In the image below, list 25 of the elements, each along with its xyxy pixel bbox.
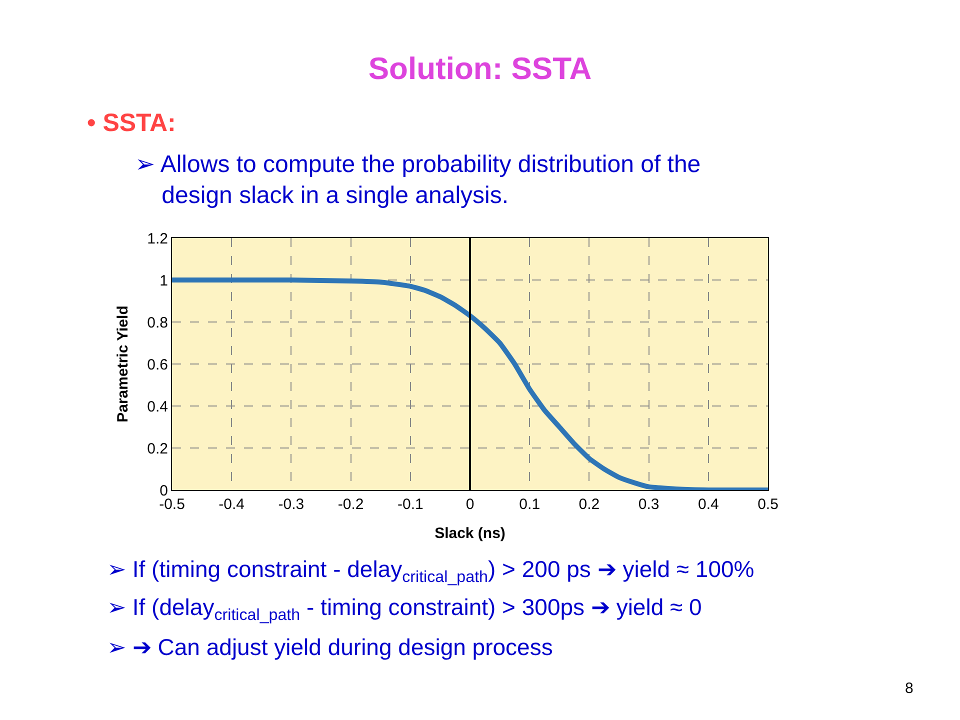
x-tick-label: 0 — [466, 496, 474, 513]
x-axis-title: Slack (ns) — [434, 525, 506, 542]
x-tick-label: 0.4 — [698, 496, 719, 513]
x-tick-label: -0.4 — [218, 496, 245, 513]
x-tick-label: -0.2 — [338, 496, 364, 513]
text: • SSTA: — [87, 109, 176, 137]
x-tick-label: -0.3 — [278, 496, 304, 513]
y-tick-label: 0.4 — [147, 398, 168, 416]
x-tick-label: 0.3 — [638, 496, 660, 513]
text: ➢ ➔ Can adjust yield during design process — [107, 634, 553, 660]
chart-title: Solution: SSTA — [368, 50, 592, 86]
y-tick-label: 1.2 — [147, 230, 168, 248]
text: ➢ Allows to compute the probability distribution of the design slack in a single analysis. — [135, 151, 701, 210]
x-tick-label: 0.5 — [758, 496, 778, 513]
y-tick-label: 0.8 — [147, 314, 168, 332]
x-tick-label: 0.1 — [519, 496, 540, 513]
y-tick-label: 0.6 — [147, 356, 168, 374]
y-axis-title: Parametric Yield — [114, 306, 132, 422]
text: ➢ If (delay$_{critical_path}$ - timing constraint) > 300ps ➔ yield ≈ 0 — [107, 594, 702, 624]
text: 8 — [905, 680, 914, 697]
text: ➢ If (timing constraint - delay$_{critical_path}$) > 200 ps ➔ yield ≈ 100% — [107, 556, 754, 586]
x-tick-label: -0.1 — [397, 496, 424, 513]
x-tick-label: 0.2 — [578, 496, 600, 513]
y-tick-label: 1 — [160, 272, 168, 290]
y-tick-label: 0.2 — [147, 440, 168, 458]
